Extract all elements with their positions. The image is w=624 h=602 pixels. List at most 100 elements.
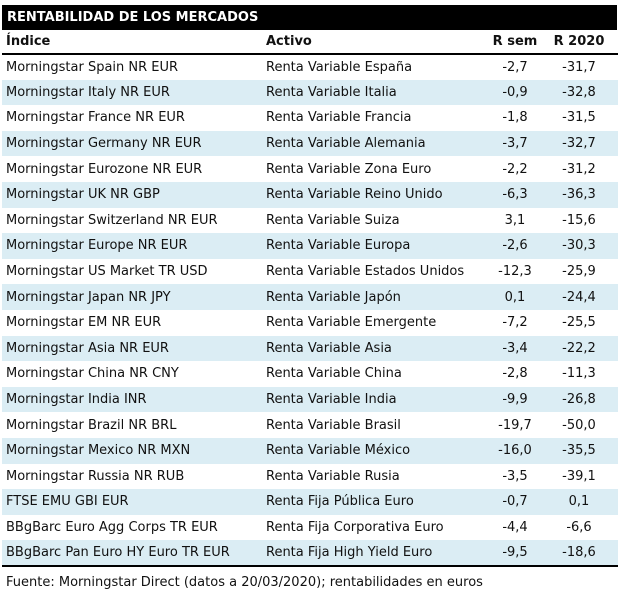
r-week-cell: -3,5 (502, 468, 528, 484)
table-row: Morningstar India INR Renta Variable Indi… (2, 386, 618, 413)
r-week-cell: -3,7 (502, 136, 528, 152)
asset-cell: Renta Variable Brasil (266, 417, 401, 433)
table-row: Morningstar Brazil NR BRL Renta Variable … (2, 412, 618, 438)
r-week-cell: -6,3 (502, 187, 528, 203)
r-2020-cell: -36,3 (562, 187, 596, 203)
table-row: Morningstar Russia NR RUB Renta Variable … (2, 464, 618, 490)
table-row: Morningstar France NR EUR Renta Variable … (2, 105, 618, 131)
asset-cell: Renta Variable Estados Unidos (266, 264, 465, 280)
source-note: Fuente: Morningstar Direct (datos a 20/0… (6, 574, 483, 590)
r-week-cell: -19,7 (498, 417, 532, 433)
index-cell: Morningstar Eurozone NR EUR (6, 161, 203, 177)
returns-table-header: Índice Activo R sem R 2020 (2, 30, 618, 54)
r-week-cell: -9,9 (502, 392, 528, 408)
r-week-cell: 3,1 (504, 212, 526, 228)
r-2020-cell: -35,5 (562, 443, 596, 459)
index-cell: BBgBarc Euro Agg Corps TR EUR (6, 519, 218, 535)
index-cell: Morningstar Japan NR JPY (6, 289, 171, 305)
r-week-cell: -1,8 (502, 110, 528, 126)
index-cell: Morningstar France NR EUR (6, 110, 185, 126)
r-2020-cell: -11,3 (562, 366, 596, 382)
index-cell: Morningstar Russia NR RUB (6, 468, 185, 484)
asset-cell: Renta Variable España (266, 59, 413, 75)
r-week-cell: -0,9 (502, 84, 528, 100)
index-cell: BBgBarc Pan Euro HY Euro TR EUR (6, 545, 230, 561)
index-cell: Morningstar Switzerland NR EUR (6, 212, 218, 228)
r-2020-cell: -31,5 (562, 110, 596, 126)
asset-cell: Renta Fija High Yield Euro (266, 545, 433, 561)
table-row: Morningstar Europe NR EUR Renta Variable … (2, 233, 618, 259)
asset-cell: Renta Variable Reino Unido (266, 187, 443, 203)
r-2020-cell: -50,0 (562, 417, 596, 433)
table-row: Morningstar US Market TR USD Renta Variab… (2, 259, 618, 285)
table-row: Morningstar Italy NR EUR Renta Variable I… (2, 79, 618, 106)
r-week-cell: 0,1 (504, 289, 526, 305)
table-row: Morningstar Switzerland NR EUR Renta Vari… (2, 208, 618, 234)
table-row: Morningstar Mexico NR MXN Renta Variable … (2, 437, 618, 464)
index-cell: Morningstar India INR (6, 392, 147, 408)
table-row: FTSE EMU GBI EUR Renta Fija Pública Euro -… (2, 489, 618, 515)
r-week-cell: -7,2 (502, 315, 528, 331)
asset-cell: Renta Variable Italia (266, 84, 397, 100)
returns-table-body: Morningstar Spain NR EUR Renta Variable E… (2, 54, 618, 566)
index-cell: Morningstar US Market TR USD (6, 264, 208, 280)
index-cell: Morningstar Europe NR EUR (6, 238, 188, 254)
index-cell: FTSE EMU GBI EUR (6, 494, 129, 510)
index-cell: Morningstar UK NR GBP (6, 187, 160, 203)
r-2020-cell: -6,6 (566, 519, 592, 535)
table-title: RENTABILIDAD DE LOS MERCADOS (7, 10, 259, 25)
table-row: Morningstar Japan NR JPY Renta Variable J… (2, 284, 618, 310)
index-cell: Morningstar China NR CNY (6, 366, 179, 382)
table-row: Morningstar UK NR GBP Renta Variable Rein… (2, 181, 618, 208)
r-2020-cell: -39,1 (562, 468, 596, 484)
col-header-activo: Activo (266, 34, 312, 49)
table-row: Morningstar Spain NR EUR Renta Variable E… (2, 54, 618, 80)
r-week-cell: -4,4 (502, 519, 528, 535)
r-week-cell: -12,3 (498, 264, 532, 280)
asset-cell: Renta Variable Japón (266, 289, 401, 305)
asset-cell: Renta Fija Pública Euro (266, 494, 414, 510)
r-week-cell: -2,8 (502, 366, 528, 382)
r-2020-cell: -18,6 (562, 545, 596, 561)
asset-cell: Renta Variable México (266, 443, 411, 459)
asset-cell: Renta Variable Emergente (266, 315, 437, 331)
asset-cell: Renta Variable Europa (266, 238, 411, 254)
r-2020-cell: -15,6 (562, 212, 596, 228)
table-row: Morningstar EM NR EUR Renta Variable Emer… (2, 310, 618, 336)
r-week-cell: -2,6 (502, 238, 528, 254)
asset-cell: Renta Variable Rusia (266, 468, 400, 484)
r-2020-cell: -30,3 (562, 238, 596, 254)
r-2020-cell: -31,7 (562, 59, 596, 75)
index-cell: Morningstar Spain NR EUR (6, 59, 179, 75)
r-week-cell: -2,7 (502, 59, 528, 75)
asset-cell: Renta Variable Suiza (266, 212, 400, 228)
r-2020-cell: -26,8 (562, 392, 596, 408)
r-2020-cell: -25,5 (562, 315, 596, 331)
table-row: BBgBarc Pan Euro HY Euro TR EUR Renta Fij… (2, 540, 618, 566)
r-week-cell: -9,5 (502, 545, 528, 561)
r-2020-cell: -25,9 (562, 264, 596, 280)
table-row: Morningstar China NR CNY Renta Variable C… (2, 361, 618, 387)
index-cell: Morningstar Brazil NR BRL (6, 417, 177, 433)
asset-cell: Renta Variable India (266, 392, 397, 408)
index-cell: Morningstar Mexico NR MXN (6, 443, 191, 459)
header-row: Índice Activo R sem R 2020 (2, 30, 618, 54)
col-header-r-2020: R 2020 (553, 34, 605, 49)
table-row: Morningstar Germany NR EUR Renta Variable… (2, 130, 618, 157)
returns-table: Índice Activo R sem R 2020 Morningstar S… (2, 30, 618, 567)
table-row: BBgBarc Euro Agg Corps TR EUR Renta Fija … (2, 515, 618, 541)
r-week-cell: -16,0 (498, 443, 532, 459)
index-cell: Morningstar Germany NR EUR (6, 136, 202, 152)
r-week-cell: -2,2 (502, 161, 528, 177)
col-header-indice: Índice (6, 34, 51, 49)
asset-cell: Renta Variable Francia (266, 110, 412, 126)
r-2020-cell: 0,1 (568, 494, 590, 510)
r-week-cell: -0,7 (502, 494, 528, 510)
asset-cell: Renta Variable Zona Euro (266, 161, 432, 177)
table-row: Morningstar Asia NR EUR Renta Variable As… (2, 335, 618, 362)
asset-cell: Renta Fija Corporativa Euro (266, 519, 444, 535)
table-title-bar: RENTABILIDAD DE LOS MERCADOS (2, 5, 617, 30)
index-cell: Morningstar Italy NR EUR (6, 84, 170, 100)
r-week-cell: -3,4 (502, 340, 528, 356)
